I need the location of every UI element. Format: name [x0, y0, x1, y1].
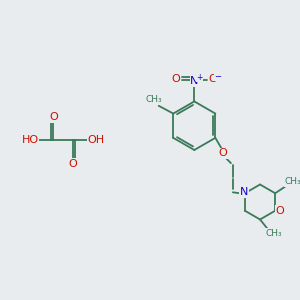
Text: N: N	[240, 187, 248, 197]
Text: HO: HO	[22, 135, 39, 145]
Text: O: O	[276, 206, 284, 216]
Text: O: O	[49, 112, 58, 122]
Text: O: O	[172, 74, 180, 84]
Text: O: O	[219, 148, 227, 158]
Text: OH: OH	[88, 135, 105, 145]
Text: CH₃: CH₃	[265, 229, 282, 238]
Text: N: N	[190, 76, 199, 86]
Text: +: +	[196, 73, 202, 82]
Text: CH₃: CH₃	[284, 177, 300, 186]
Text: −: −	[214, 72, 221, 81]
Text: CH₃: CH₃	[146, 95, 162, 104]
Text: O: O	[208, 74, 217, 84]
Text: O: O	[68, 159, 77, 169]
